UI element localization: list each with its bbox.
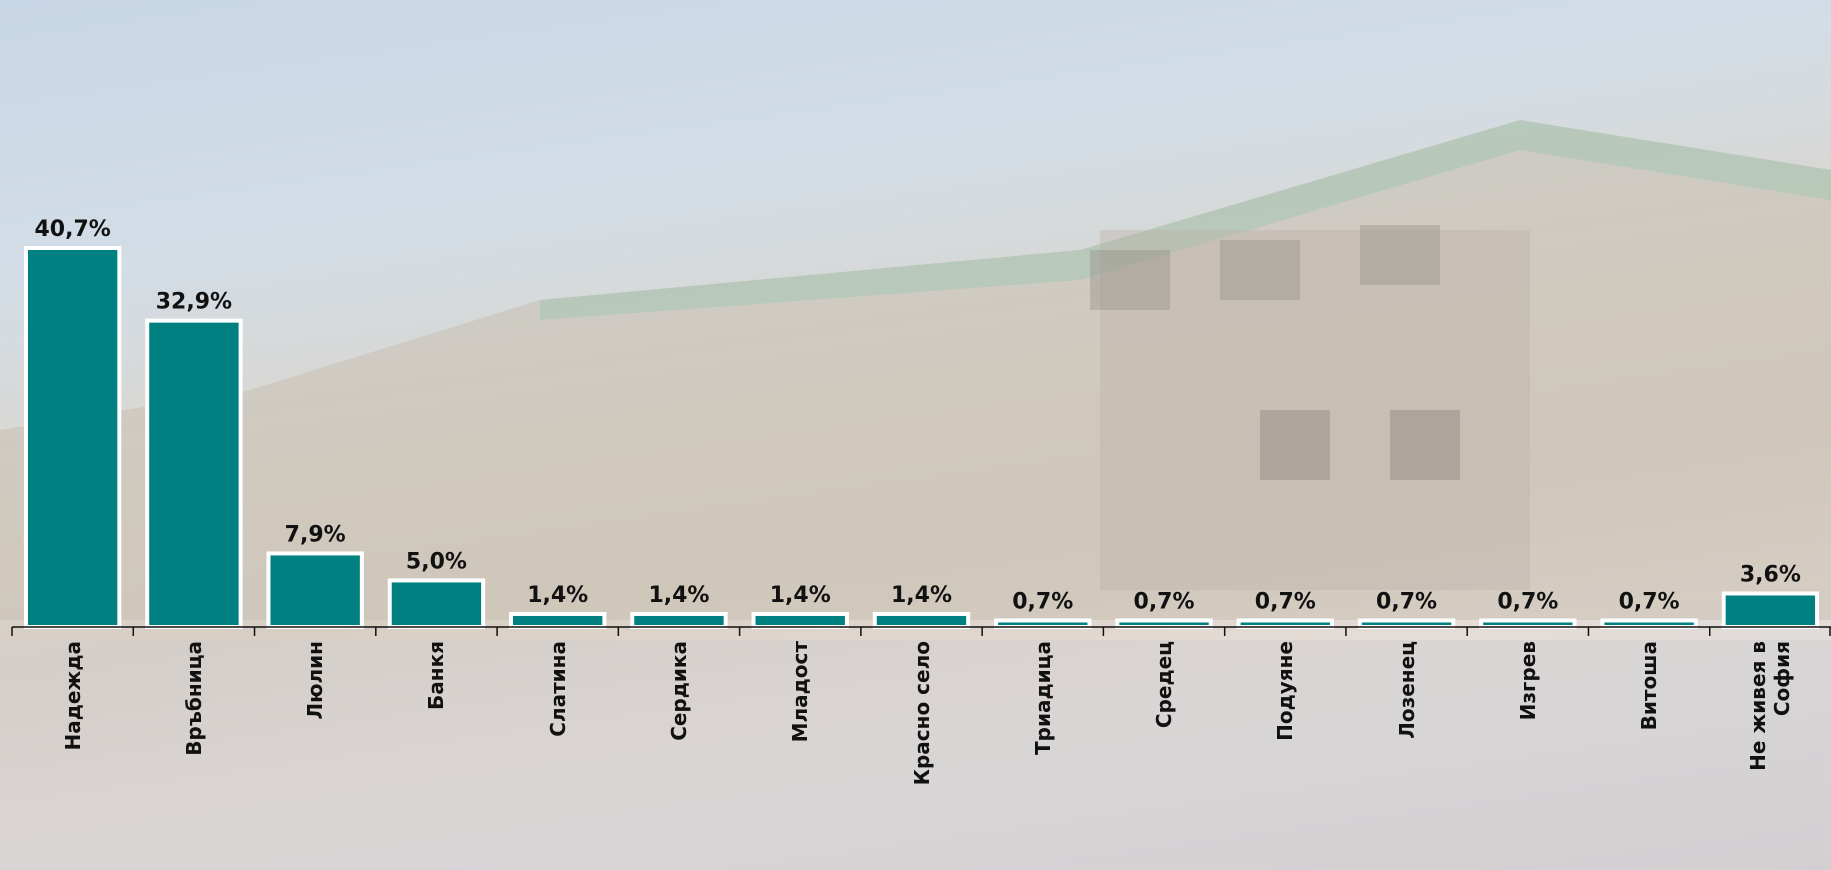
value-label: 1,4% — [648, 583, 709, 608]
bar — [387, 578, 486, 630]
value-label: 0,7% — [1012, 589, 1073, 614]
value-label: 0,7% — [1255, 589, 1316, 614]
bar — [1236, 618, 1334, 629]
value-label: 32,9% — [156, 290, 232, 315]
value-label: 40,7% — [34, 217, 110, 242]
x-tick-label: Красно село — [909, 641, 934, 786]
value-label: 0,7% — [1134, 589, 1195, 614]
bar — [1357, 618, 1456, 629]
bar — [630, 611, 728, 629]
value-label: 5,0% — [406, 549, 467, 574]
x-tick-label: Средец — [1152, 641, 1177, 729]
value-label: 0,7% — [1376, 589, 1437, 614]
value-label: 1,4% — [770, 583, 831, 608]
x-tick-label: Надежда — [60, 641, 85, 751]
value-label: 1,4% — [527, 583, 588, 608]
x-tick-label: Триадица — [1030, 641, 1055, 755]
bar — [266, 551, 364, 629]
bar — [994, 618, 1092, 629]
value-label: 7,9% — [285, 522, 346, 547]
x-tick-label: Връбница — [181, 641, 206, 756]
bar — [23, 246, 122, 629]
x-tick-label: Не живея в София — [1746, 641, 1795, 771]
x-tick-label: Изгрев — [1515, 641, 1540, 721]
value-label: 1,4% — [891, 583, 952, 608]
value-label: 3,6% — [1740, 562, 1801, 587]
x-tick-label: Подуяне — [1273, 641, 1298, 741]
x-tick-label: Младост — [788, 641, 813, 743]
x-tick-label: Слатина — [545, 641, 570, 737]
x-tick-label: Лозенец — [1394, 641, 1419, 739]
x-tick-label: Люлин — [303, 641, 328, 720]
bar — [1721, 591, 1820, 630]
bar — [1115, 618, 1213, 629]
bar — [1479, 618, 1577, 629]
x-tick-label: Сердика — [666, 641, 691, 741]
bar — [872, 611, 971, 629]
bar — [1600, 618, 1698, 629]
bar — [509, 611, 607, 629]
value-label: 0,7% — [1497, 589, 1558, 614]
bar — [145, 318, 243, 629]
x-tick-label: Витоша — [1637, 641, 1662, 731]
x-tick-label: Банкя — [424, 641, 449, 710]
value-label: 0,7% — [1619, 589, 1680, 614]
bar — [751, 611, 849, 629]
